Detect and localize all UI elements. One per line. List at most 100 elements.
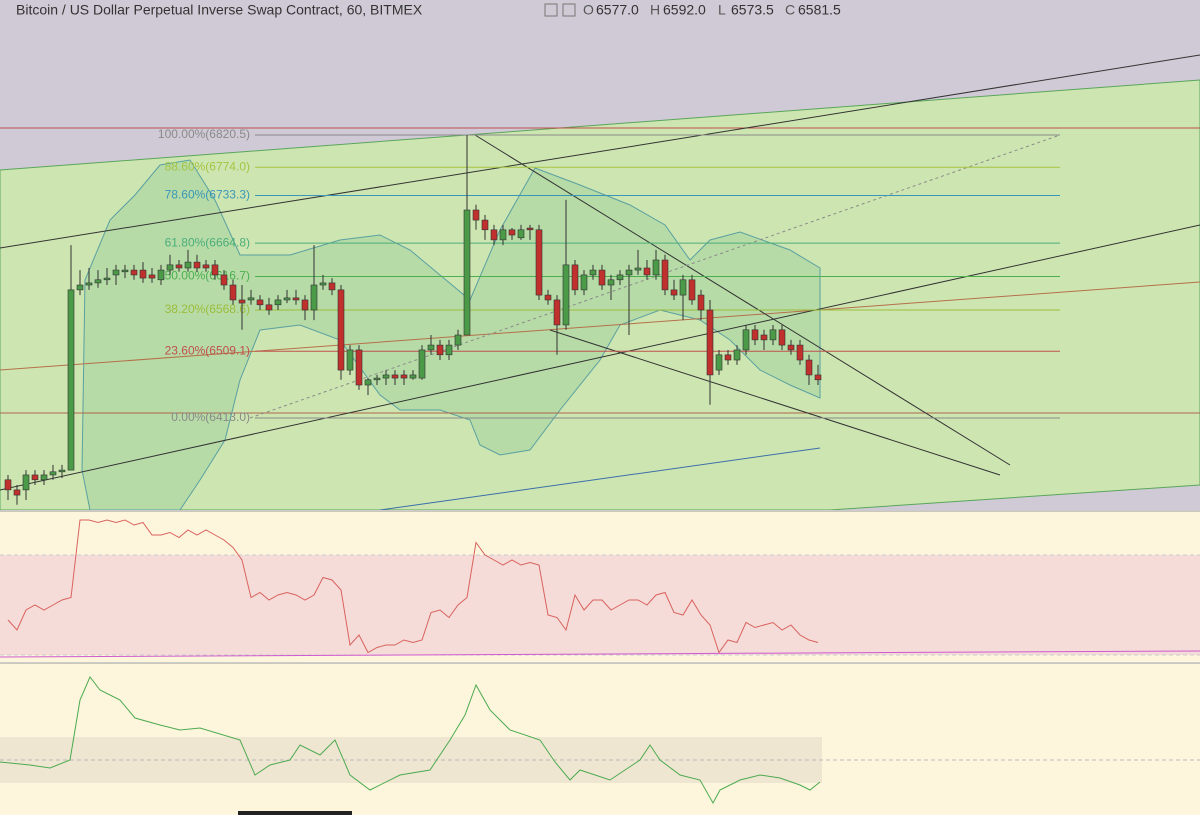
trend-line (0, 224, 1200, 491)
fib-label: 78.60%(6733.3) (165, 188, 250, 202)
candle-body (346, 349, 354, 371)
fib-label: 61.80%(6664.8) (165, 235, 250, 249)
candle-body (67, 289, 75, 471)
header-bar (0, 0, 1200, 22)
candle-body (220, 274, 228, 286)
candle-body (94, 279, 102, 284)
candle-body (679, 279, 687, 296)
candle-body (418, 349, 426, 379)
rsi-trend-line (0, 650, 1200, 658)
moving-average (0, 281, 1200, 371)
candle-body (292, 297, 300, 301)
candle-body (103, 277, 111, 281)
candle-body (715, 354, 723, 371)
ohlc-value: 6577.0 (596, 2, 639, 18)
candle-body (706, 309, 714, 376)
candle-body (238, 299, 246, 304)
ohlc-key: L (718, 2, 726, 18)
candle-body (427, 344, 435, 351)
candle-body (643, 267, 651, 276)
candle-body (382, 374, 390, 379)
candle-body (40, 474, 48, 481)
fib-label: 23.60%(6509.1) (165, 343, 250, 357)
trend-line (0, 54, 1200, 249)
candle-body (364, 379, 372, 386)
ohlc-value: 6581.5 (798, 2, 841, 18)
candle-body (436, 344, 444, 356)
candle-body (490, 229, 498, 241)
scrollbar[interactable] (238, 811, 352, 815)
candle-body (787, 344, 795, 351)
fib-label: 38.20%(6568.6) (165, 302, 250, 316)
fib-label: 100.00%(6820.5) (158, 127, 250, 141)
candle-body (202, 264, 210, 269)
candle-body (589, 269, 597, 276)
candle-body (256, 299, 264, 306)
candle-body (751, 329, 759, 341)
candle-body (805, 359, 813, 376)
icon[interactable] (562, 3, 576, 17)
price-series: 100.00%(6820.5) 88.60%(6774.0) 78.60%(6733… (4, 127, 1060, 505)
candle-body (652, 259, 660, 276)
candle-body (553, 299, 561, 326)
candle-body (724, 354, 732, 361)
candle-body (211, 264, 219, 276)
candle-body (409, 374, 417, 379)
ohlc-value: 6592.0 (663, 2, 706, 18)
candle-body (139, 269, 147, 279)
trend-line (474, 134, 1011, 466)
candle-body (616, 274, 624, 281)
candle-body (661, 259, 669, 291)
candle-body (391, 374, 399, 379)
candle-body (733, 349, 741, 361)
candle-body (508, 229, 516, 236)
candle-body (814, 374, 822, 381)
candle-body (607, 279, 615, 286)
candle-body (193, 261, 201, 269)
oscillator-band (0, 737, 822, 783)
candle-body (571, 264, 579, 291)
candle-body (229, 284, 237, 301)
candle-body (481, 219, 489, 231)
candle-body (463, 209, 471, 336)
candle-body (121, 269, 129, 273)
candle-body (58, 469, 66, 473)
candle-body (283, 297, 291, 301)
candle-body (4, 479, 12, 491)
candle-body (355, 349, 363, 386)
candle-body (742, 329, 750, 351)
ohlc-value: 6573.5 (731, 2, 774, 18)
candle-body (166, 264, 174, 271)
candle-body (562, 264, 570, 326)
candle-body (625, 269, 633, 276)
rsi (0, 519, 1200, 656)
icon[interactable] (544, 3, 558, 17)
candle-body (445, 344, 453, 356)
main-pane: 100.00%(6820.5) 88.60%(6774.0) 78.60%(6733… (0, 0, 1200, 510)
candle-body (328, 282, 336, 291)
candle-body (265, 304, 273, 311)
candle-body (544, 294, 552, 301)
ohlc-key: H (650, 2, 660, 18)
fib-label: 88.60%(6774.0) (165, 159, 250, 173)
candle-body (22, 474, 30, 491)
candle-body (499, 229, 507, 241)
candle-body (175, 264, 183, 269)
candle-body (796, 344, 804, 361)
oscillator-line (0, 676, 821, 805)
candle-body (319, 282, 327, 286)
candle-body (598, 269, 606, 286)
candle-body (670, 289, 678, 296)
candle-body (688, 279, 696, 301)
candle-body (13, 489, 21, 496)
candle-body (49, 471, 57, 476)
fib-label: 0.00%(6413.0) (171, 410, 250, 424)
candle-body (634, 267, 642, 271)
moving-average (379, 447, 821, 510)
candle-body (310, 284, 318, 311)
candle-body (130, 269, 138, 276)
rsi-line (7, 519, 819, 654)
candle-body (400, 374, 408, 379)
candle-body (526, 227, 534, 231)
